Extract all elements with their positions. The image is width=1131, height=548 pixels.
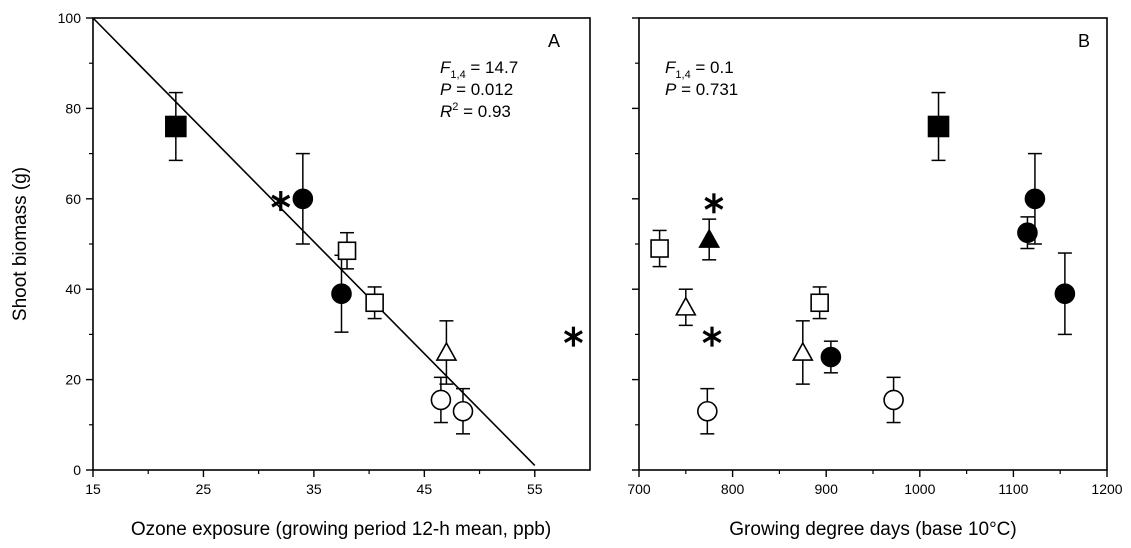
- point-filled-circle: [820, 340, 842, 374]
- panel-a: A Ozone exposure (growing period 12-h me…: [10, 10, 591, 540]
- marker: [271, 194, 291, 208]
- marker: [674, 296, 697, 316]
- point-asterisk: [563, 326, 583, 347]
- x-tick-label: 45: [417, 481, 433, 497]
- point-filled-circle: [1017, 216, 1038, 250]
- panel-b-x-axis-title: Growing degree days (base 10°C): [729, 519, 1016, 540]
- marker: [337, 241, 357, 261]
- marker: [435, 341, 458, 361]
- point-open-circle: [883, 376, 904, 424]
- x-tick-label: 700: [627, 481, 651, 497]
- x-tick-label: 800: [721, 481, 745, 497]
- regression-line: [92, 17, 536, 467]
- panel-a-ticks: 15 25 35 45 55 0 20 40 60 80 100: [58, 10, 543, 497]
- x-tick-label: 35: [306, 481, 322, 497]
- x-tick-label: 15: [85, 481, 101, 497]
- x-tick-label: 55: [527, 481, 543, 497]
- point-open-square: [650, 229, 669, 268]
- y-tick-label: 60: [65, 191, 81, 207]
- marker: [927, 115, 950, 138]
- panel-b-marks: [650, 91, 1076, 435]
- y-tick-label: 40: [65, 281, 81, 297]
- panel-a-x-axis-title: Ozone exposure (growing period 12-h mean…: [131, 519, 551, 540]
- marker: [452, 400, 474, 422]
- x-tick-label: 900: [815, 481, 839, 497]
- point-asterisk: [271, 191, 291, 212]
- x-tick-label: 25: [196, 481, 212, 497]
- x-tick-label: 1000: [904, 481, 935, 497]
- panel-b-stats: F1,4 = 0.1P = 0.731: [665, 58, 738, 99]
- point-open-triangle: [674, 288, 697, 327]
- point-asterisk: [702, 326, 722, 347]
- marker: [1054, 283, 1076, 305]
- panel-a-y-axis-title: Shoot biomass (g): [10, 167, 31, 321]
- marker: [331, 283, 352, 305]
- point-filled-circle: [292, 152, 314, 245]
- marker: [292, 188, 314, 210]
- marker: [698, 228, 721, 248]
- point-open-square: [365, 286, 384, 320]
- marker: [791, 341, 814, 361]
- point-open-circle: [697, 387, 718, 435]
- point-filled-triangle: [698, 218, 721, 261]
- panel-b-label: B: [1078, 31, 1090, 51]
- point-filled-circle: [1054, 252, 1076, 336]
- marker: [810, 293, 829, 313]
- stat-line: R2 = 0.93: [440, 101, 511, 121]
- point-open-square: [810, 286, 829, 320]
- panel-a-stats: F1,4 = 14.7P = 0.012 R2 = 0.93: [440, 58, 518, 121]
- point-open-triangle: [791, 320, 814, 385]
- point-filled-circle: [1024, 152, 1046, 245]
- point-open-triangle: [435, 320, 458, 385]
- marker: [1017, 222, 1038, 243]
- point-filled-circle: [331, 254, 352, 333]
- marker: [650, 239, 669, 258]
- point-filled-square: [165, 91, 187, 162]
- marker: [365, 293, 384, 313]
- marker: [704, 196, 724, 210]
- marker: [883, 389, 904, 411]
- panel-b-ticks: 700 800 900 1000 1100 1200: [627, 17, 1123, 497]
- stat-line: P = 0.012: [440, 80, 513, 99]
- stat-line: F1,4 = 0.1: [665, 58, 734, 81]
- panel-a-marks: [92, 17, 583, 467]
- stat-line: F1,4 = 14.7: [440, 58, 518, 81]
- panel-a-label: A: [548, 31, 560, 51]
- point-open-square: [337, 231, 357, 270]
- y-tick-label: 0: [73, 462, 81, 478]
- y-tick-label: 80: [65, 100, 81, 116]
- marker: [165, 115, 187, 138]
- marker: [702, 330, 722, 344]
- marker: [1024, 188, 1046, 210]
- point-asterisk: [704, 193, 724, 214]
- point-open-circle: [430, 376, 452, 424]
- marker: [563, 330, 583, 344]
- panel-b: B Growing degree days (base 10°C) 700 800…: [627, 17, 1123, 540]
- x-tick-label: 1200: [1091, 481, 1122, 497]
- y-tick-label: 20: [65, 372, 81, 388]
- stat-line: P = 0.731: [665, 80, 738, 99]
- x-tick-label: 1100: [998, 481, 1028, 497]
- marker: [697, 400, 718, 422]
- point-filled-square: [927, 91, 950, 162]
- y-tick-label: 100: [58, 10, 82, 26]
- marker: [820, 346, 842, 368]
- point-open-circle: [452, 387, 474, 435]
- marker: [430, 389, 452, 411]
